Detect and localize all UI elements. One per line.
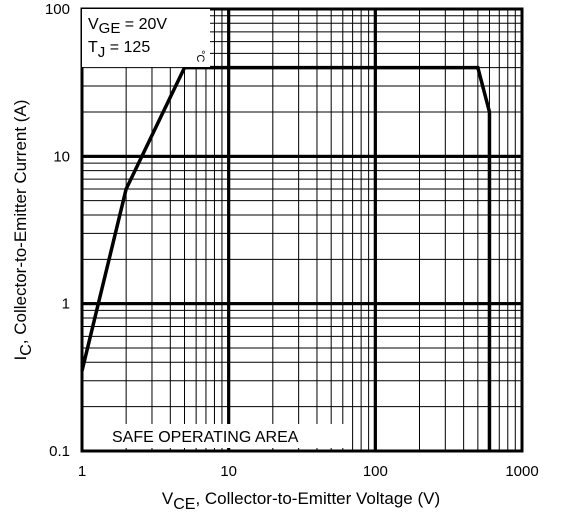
x-tick-label: 10 xyxy=(220,463,237,480)
soa-boundary-line xyxy=(80,65,492,451)
y-tick-label: 100 xyxy=(45,1,70,18)
y-axis-label-main: I xyxy=(11,356,30,361)
y-tick-label: 10 xyxy=(53,148,70,165)
tj-unit: °C xyxy=(194,50,206,62)
y-tick-label: 0.1 xyxy=(49,443,70,460)
x-tick-label: 100 xyxy=(363,463,388,480)
y-axis-label: IC, Collector-to-Emitter Current (A) xyxy=(11,100,35,361)
x-axis-label-sub: CE xyxy=(173,496,195,513)
tj-rest: = 125 xyxy=(105,39,150,56)
tj-annotation: TJ = 125 xyxy=(88,39,150,61)
y-axis-label-rest: , Collector-to-Emitter Current (A) xyxy=(11,100,30,345)
x-axis-label-rest: , Collector-to-Emitter Voltage (V) xyxy=(195,489,440,508)
annotation-box xyxy=(82,9,210,67)
grid xyxy=(82,9,522,451)
vge-rest: = 20V xyxy=(120,16,167,33)
region-label-box xyxy=(104,424,344,448)
vge-annotation: VGE = 20V xyxy=(88,16,167,37)
x-tick-label: 1000 xyxy=(505,463,538,480)
series-group xyxy=(80,65,492,451)
x-tick-label: 1 xyxy=(78,463,86,480)
tj-main: T xyxy=(88,39,98,56)
x-axis-label: VCE, Collector-to-Emitter Voltage (V) xyxy=(162,489,440,513)
region-label: SAFE OPERATING AREA xyxy=(112,429,299,446)
plot-frame xyxy=(80,7,524,453)
tj-sub: J xyxy=(98,44,106,61)
vge-sub: GE xyxy=(99,20,121,37)
x-axis-label-main: V xyxy=(162,489,174,508)
tick-labels: 1 10 100 1000 0.1 1 10 100 xyxy=(45,1,539,480)
y-axis-label-sub: C xyxy=(18,344,35,356)
vge-main: V xyxy=(88,16,99,33)
y-tick-label: 1 xyxy=(62,296,70,313)
